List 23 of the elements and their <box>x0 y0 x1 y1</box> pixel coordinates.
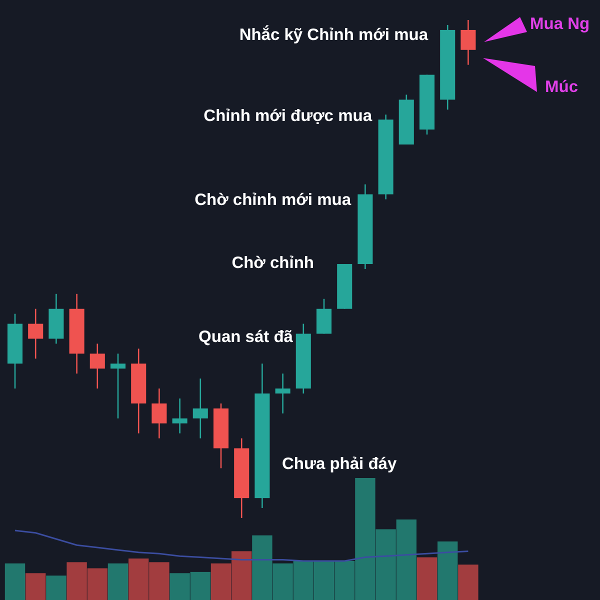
annotation: Quan sát đã <box>198 328 294 346</box>
candlestick <box>110 353 126 420</box>
text: Mua Ng <box>530 15 590 33</box>
bar <box>108 563 128 600</box>
bar <box>416 557 438 600</box>
candlestick <box>28 308 44 360</box>
annotation: Chờ chỉnh mới mua <box>194 191 352 209</box>
candlestick <box>192 378 208 439</box>
bar <box>458 564 478 600</box>
candlestick <box>275 372 290 414</box>
bar <box>26 573 46 600</box>
bar <box>438 541 458 600</box>
bar <box>46 576 66 600</box>
text: Múc <box>545 78 578 96</box>
candlestick <box>460 19 476 66</box>
bar <box>4 563 26 600</box>
annotation: Chưa phải đáy <box>282 455 398 473</box>
annotation: Chỉnh mới được mua <box>204 107 373 125</box>
candlestick <box>172 398 188 434</box>
candlestick <box>152 388 167 439</box>
annotation: Nhắc kỹ Chỉnh mới mua <box>239 25 429 44</box>
candlestick <box>90 343 105 390</box>
annotation: Chờ chỉnh <box>232 254 314 272</box>
